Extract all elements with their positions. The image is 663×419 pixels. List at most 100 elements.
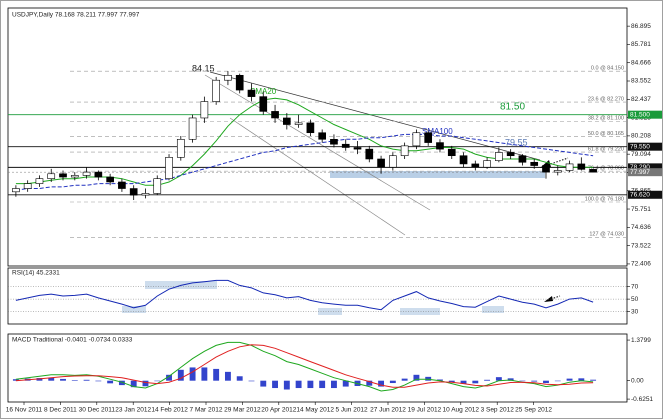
candle-body [165,157,173,179]
macd-bar [484,379,491,381]
y-tick-label: 74.636 [631,224,651,231]
fib-label: 61.8 @ 79.220 [588,147,624,153]
y-tick-label: 84.666 [631,59,651,66]
macd-bar [590,379,597,381]
macd-bar [448,380,455,383]
current-price-box [628,168,662,177]
support-zone [330,171,545,178]
rsi-zone [482,306,504,313]
macd-bar [224,371,231,381]
y-tick-label: 0.00 [631,377,644,384]
sma-line [15,133,594,191]
macd-bar [342,380,349,387]
macd-bar [319,380,326,389]
macd-bar [566,378,573,381]
x-tick-label: 5 Jun 2012 [336,407,369,414]
macd-bar [531,380,538,382]
level-box [628,190,662,199]
candle-body [212,79,220,102]
macd-bar [519,380,526,382]
macd-bar [366,380,373,386]
level-value: 79.550 [630,143,650,150]
level-label: 79.55 [505,137,528,147]
level-value: 78.290 [630,164,650,171]
candle-body [23,183,32,189]
fib-label: 0.0 @ 84.150 [591,66,624,72]
x-tick-label: 3 Sep 2012 [481,407,515,414]
candle-body [188,117,197,140]
candle-body [200,101,209,119]
macd-line [15,344,594,388]
macd-bar [83,379,90,381]
candle-body [353,147,362,150]
rsi-title: RSI(14) 45.2331 [12,270,60,277]
y-tick-label: 85.781 [631,41,651,48]
candle-body [400,145,409,157]
rsi-panel [7,267,628,325]
candle-body [389,155,397,168]
candle-body [483,160,491,168]
macd-bar [401,378,408,381]
candle-body [553,170,562,173]
rsi-arrow [547,295,561,301]
macd-bar [578,378,585,381]
level-value: 76.620 [630,191,650,198]
macd-bar [177,369,184,381]
candle-body [259,96,268,112]
fib-label: 50.0 @ 80.165 [588,131,624,137]
candle-body [176,138,185,158]
x-tick-label: 8 Dec 2011 [44,407,77,414]
candle-body [436,142,444,150]
candle-body [247,89,256,97]
main-panel [7,7,628,267]
candle-body [530,161,539,166]
macd-bar [12,379,19,381]
macd-bar [460,380,467,384]
rsi-line [15,279,594,311]
macd-bar [543,380,549,384]
candle-body [47,173,56,179]
candle-body [459,155,468,165]
level-value: 81.500 [630,111,650,118]
macd-panel [7,333,628,403]
y-tick-label: 1.3799 [631,337,651,344]
macd-bar [71,380,78,381]
macd-bar [236,376,243,381]
x-tick-label: 19 Jul 2012 [408,407,442,414]
y-tick-label: 86.895 [631,23,651,30]
x-tick-label: 29 Mar 2012 [224,407,261,414]
channel-line [204,74,431,211]
candle-body [341,143,350,148]
macd-bar [378,380,385,387]
macd-bar [260,380,267,387]
candle-body [282,117,291,125]
sma20-label: SMA20 [250,87,277,96]
candle-body [577,163,586,170]
x-tick-label: 23 Jan 2012 [115,407,151,414]
channel-line [229,117,406,236]
x-tick-label: 14 May 2012 [296,407,334,414]
x-tick-label: 30 Dec 2011 [79,407,116,414]
macd-bar [154,380,161,382]
fib-label: 100.0 @ 76.180 [585,196,624,202]
macd-bar [142,380,149,387]
candle-body [518,155,527,163]
candle-body [542,165,550,173]
macd-bar [295,380,302,389]
macd-bar [437,379,443,381]
candle-body [224,74,232,81]
macd-bar [554,380,561,382]
y-tick-label: 83.552 [631,78,651,85]
y-tick-label: 30 [631,308,639,315]
macd-bar [331,380,337,389]
rsi-zone [122,306,146,313]
macd-bar [95,380,102,382]
rsi-zone [400,308,440,315]
x-tick-label: 27 Jun 2012 [370,407,406,414]
rsi-zone [318,308,342,315]
fib-label: 23.6 @ 82.270 [588,96,624,102]
sma100-label: SMA100 [422,127,453,136]
y-tick-label: 79.094 [631,151,651,158]
macd-bar [472,380,479,384]
